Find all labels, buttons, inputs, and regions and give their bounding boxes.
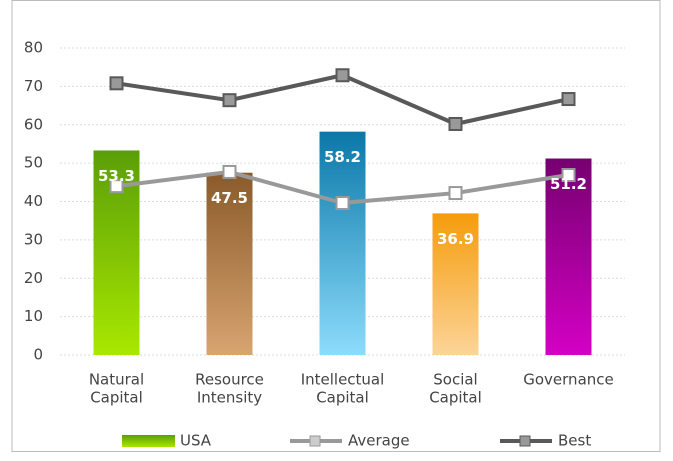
legend-label: Best bbox=[558, 432, 591, 450]
marker bbox=[335, 68, 350, 83]
marker bbox=[222, 93, 237, 108]
marker bbox=[222, 164, 237, 179]
data-label: 47.5 bbox=[211, 189, 248, 207]
x-tick-label: Capital bbox=[90, 389, 143, 407]
y-tick-label: 20 bbox=[24, 269, 43, 287]
x-tick-label: Capital bbox=[316, 389, 369, 407]
marker bbox=[109, 179, 124, 194]
bar bbox=[545, 158, 592, 355]
data-label: 53.3 bbox=[98, 167, 135, 185]
bar bbox=[206, 172, 253, 355]
bar bbox=[319, 131, 366, 355]
y-tick-label: 50 bbox=[24, 154, 43, 172]
marker bbox=[448, 116, 463, 131]
legend-marker bbox=[519, 435, 531, 447]
y-tick-label: 60 bbox=[24, 115, 43, 133]
y-tick-label: 40 bbox=[24, 192, 43, 210]
legend-label: USA bbox=[180, 432, 212, 450]
legend-marker bbox=[309, 435, 321, 447]
frame bbox=[11, 0, 661, 452]
bar bbox=[432, 213, 479, 355]
y-tick-label: 10 bbox=[24, 307, 43, 325]
x-tick-label: Intensity bbox=[197, 389, 262, 407]
x-tick-label: Governance bbox=[523, 371, 614, 389]
x-tick-label: Intellectual bbox=[301, 371, 385, 389]
marker bbox=[109, 76, 124, 91]
data-label: 51.2 bbox=[550, 175, 587, 193]
x-tick-label: Natural bbox=[89, 371, 144, 389]
data-label: 36.9 bbox=[437, 230, 474, 248]
x-tick-label: Capital bbox=[429, 389, 482, 407]
marker bbox=[448, 186, 463, 201]
data-label: 58.2 bbox=[324, 148, 361, 166]
line bbox=[116, 73, 569, 127]
y-tick-label: 70 bbox=[24, 77, 43, 95]
marker bbox=[561, 168, 576, 183]
x-tick-label: Social bbox=[433, 371, 477, 389]
legend-label: Average bbox=[348, 432, 410, 450]
y-tick-label: 0 bbox=[33, 346, 43, 364]
y-tick-label: 30 bbox=[24, 230, 43, 248]
marker bbox=[561, 92, 576, 107]
legend-swatch bbox=[122, 435, 175, 447]
marker bbox=[335, 196, 350, 211]
y-tick-label: 80 bbox=[24, 39, 43, 57]
x-tick-label: Resource bbox=[195, 371, 264, 389]
